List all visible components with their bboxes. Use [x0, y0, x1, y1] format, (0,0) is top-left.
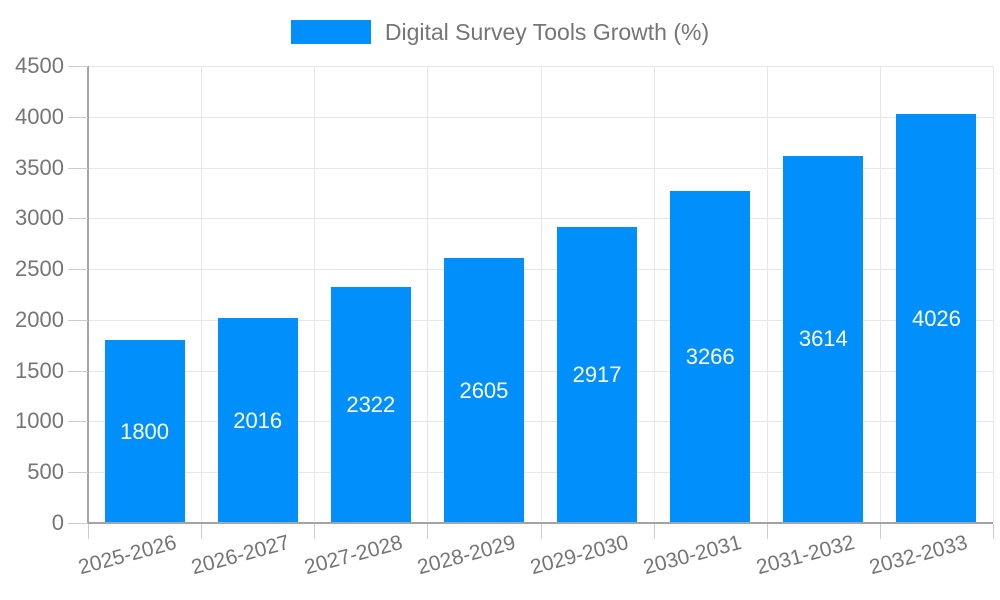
- y-axis-tick: [68, 167, 88, 169]
- x-axis-tick: [201, 524, 203, 539]
- x-axis-tick: [427, 524, 429, 539]
- y-axis-tick: [68, 218, 88, 220]
- x-axis-tick: [540, 524, 542, 539]
- y-axis-tick-label: 4000: [15, 103, 64, 129]
- y-axis-tick-label: 3500: [15, 154, 64, 180]
- bar-value-label: 2016: [233, 407, 283, 433]
- y-axis-tick: [68, 319, 88, 321]
- gridline-vertical: [427, 66, 429, 523]
- x-axis-tick: [653, 524, 655, 539]
- y-axis-tick: [68, 269, 88, 271]
- y-axis-tick: [68, 370, 88, 372]
- y-axis-tick: [68, 116, 88, 118]
- bar: 2917: [557, 226, 638, 523]
- gridline-vertical: [540, 66, 542, 523]
- y-axis-line: [87, 66, 89, 523]
- bar: 2605: [443, 258, 524, 523]
- y-axis-tick-label: 1000: [15, 408, 64, 434]
- y-axis-tick: [68, 472, 88, 474]
- legend-swatch: [290, 20, 371, 44]
- legend-label: Digital Survey Tools Growth (%): [384, 19, 710, 45]
- y-axis-tick-label: 3000: [15, 205, 64, 231]
- bar: 1800: [104, 340, 185, 523]
- bar: 4026: [896, 114, 977, 523]
- bar-value-label: 2322: [346, 392, 396, 418]
- bar: 2322: [330, 287, 411, 523]
- y-axis-tick: [68, 66, 88, 67]
- y-axis-tick-label: 1500: [15, 357, 64, 383]
- y-axis-tick: [68, 421, 88, 423]
- gridline-vertical: [201, 66, 203, 523]
- x-axis-tick: [993, 524, 994, 539]
- bar-value-label: 1800: [120, 418, 170, 444]
- y-axis-tick-label: 2000: [15, 306, 64, 332]
- gridline-vertical: [993, 66, 994, 523]
- bar-value-label: 2605: [459, 377, 509, 403]
- bar: 3614: [783, 155, 864, 523]
- gridline-vertical: [314, 66, 316, 523]
- bar-value-label: 3266: [685, 344, 735, 370]
- x-axis-line: [88, 522, 993, 524]
- bar-value-label: 3614: [798, 326, 848, 352]
- bar-value-label: 4026: [911, 305, 961, 331]
- chart-legend: Digital Survey Tools Growth (%): [0, 20, 1000, 44]
- y-axis-tick-label: 500: [27, 459, 64, 485]
- bar: 3266: [670, 191, 751, 523]
- y-axis-tick-label: 2500: [15, 256, 64, 282]
- bar: 2016: [217, 318, 298, 523]
- x-axis-tick: [88, 524, 89, 539]
- plot-area: 1800 2016 2322 2605 2917 3266 3614 4026: [87, 66, 994, 524]
- y-axis-tick-label: 4500: [15, 53, 64, 78]
- x-axis-tick: [766, 524, 768, 539]
- gridline-vertical: [766, 66, 768, 523]
- gridline-vertical: [653, 66, 655, 523]
- x-axis-tick: [879, 524, 881, 539]
- y-axis-tick: [68, 523, 88, 524]
- y-axis-tick-label: 0: [51, 510, 64, 535]
- bar-value-label: 2917: [572, 361, 622, 387]
- gridline-vertical: [879, 66, 881, 523]
- x-axis-tick: [314, 524, 316, 539]
